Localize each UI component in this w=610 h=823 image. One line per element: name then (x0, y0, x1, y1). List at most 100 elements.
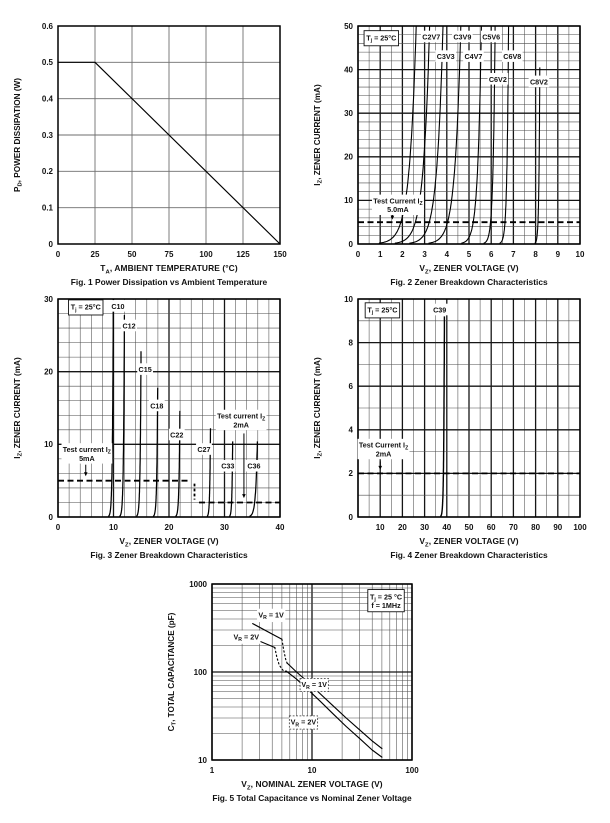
svg-text:2mA: 2mA (233, 420, 249, 429)
svg-text:C12: C12 (122, 321, 135, 330)
svg-text:125: 125 (236, 250, 250, 259)
fig5-plot-canvas: VR = 1V VR = 2V VR = 1V VR = 2V Tj = 25 °Cf … (167, 580, 419, 775)
fig1-power-derating-line (57, 61, 281, 245)
svg-text:3: 3 (422, 250, 427, 259)
svg-text:0: 0 (349, 240, 354, 249)
svg-text:Tj = 25°C: Tj = 25°C (367, 306, 397, 317)
svg-text:5: 5 (467, 250, 472, 259)
svg-text:0.1: 0.1 (42, 203, 54, 212)
fig4-grid (357, 298, 581, 518)
svg-text:100: 100 (405, 766, 419, 775)
fig2-caption: Fig. 2 Zener Breakdown Characteristics (390, 276, 548, 287)
svg-text:6: 6 (349, 382, 354, 391)
svg-text:VR = 1V: VR = 1V (301, 680, 327, 691)
fig5-VR1V-low-segment (252, 623, 283, 640)
svg-text:C18: C18 (150, 401, 163, 410)
svg-text:10: 10 (576, 250, 585, 259)
svg-text:Test current IZ: Test current IZ (217, 412, 265, 423)
svg-text:C3V3: C3V3 (437, 52, 455, 61)
fig3-series (108, 298, 259, 517)
fig3-curve-C27 (206, 428, 212, 517)
svg-text:Tj = 25°C: Tj = 25°C (366, 33, 396, 44)
fig3-zener-breakdown-chart: C10 C12 C15 C18 C22 C27 C33 C36 Tj = 25°C Test cu… (6, 293, 294, 560)
fig3-y-axis-title: IZ, ZENER CURRENT (mA) (13, 357, 24, 459)
fig4-y-axis-title: IZ, ZENER CURRENT (mA) (313, 357, 324, 459)
svg-text:0: 0 (49, 240, 54, 249)
svg-text:Tj = 25°C: Tj = 25°C (71, 303, 101, 314)
fig4-x-axis-title: VZ, ZENER VOLTAGE (V) (419, 536, 519, 549)
svg-text:2: 2 (400, 250, 405, 259)
svg-text:8: 8 (533, 250, 538, 259)
svg-text:Test current IZ: Test current IZ (63, 445, 111, 456)
svg-text:4: 4 (445, 250, 450, 259)
svg-text:100: 100 (194, 668, 208, 677)
svg-text:10: 10 (44, 440, 53, 449)
svg-text:0: 0 (349, 513, 354, 522)
fig5-capacitance-chart: VR = 1V VR = 2V VR = 1V VR = 2V Tj = 25 °C f … (160, 578, 426, 803)
svg-text:20: 20 (398, 523, 407, 532)
svg-text:C10: C10 (111, 302, 124, 311)
fig1-y-axis-title: PD, POWER DISSIPATION (W) (13, 78, 24, 192)
fig1-tick-labels: 0 25 50 75 100 125 150 0 0.1 0.2 0.3 0.4 0.5 0.6 (42, 22, 287, 259)
svg-text:0.2: 0.2 (42, 167, 54, 176)
fig4-annotations (358, 461, 580, 475)
svg-text:0.5: 0.5 (42, 58, 54, 67)
svg-text:VR = 2V: VR = 2V (234, 632, 260, 643)
svg-text:1: 1 (210, 766, 215, 775)
svg-text:5mA: 5mA (79, 454, 95, 463)
svg-text:70: 70 (509, 523, 518, 532)
svg-text:2mA: 2mA (376, 449, 392, 458)
svg-text:2: 2 (349, 469, 354, 478)
svg-text:30: 30 (220, 523, 229, 532)
svg-text:10: 10 (376, 523, 385, 532)
svg-text:0.4: 0.4 (42, 94, 54, 103)
svg-text:30: 30 (44, 295, 53, 304)
fig1-caption: Fig. 1 Power Dissipation vs Ambient Temp… (70, 276, 268, 287)
svg-text:VR = 1V: VR = 1V (258, 611, 284, 622)
svg-text:Test Current IZ: Test Current IZ (359, 441, 408, 452)
svg-text:C22: C22 (170, 430, 183, 439)
fig3-curve-C12 (119, 314, 126, 517)
fig1-series (57, 61, 281, 245)
svg-text:C15: C15 (139, 365, 152, 374)
svg-text:4: 4 (349, 426, 354, 435)
svg-text:80: 80 (531, 523, 540, 532)
svg-text:C6V8: C6V8 (503, 52, 521, 61)
fig2-curve-C3V3 (394, 25, 431, 244)
svg-text:10: 10 (109, 523, 118, 532)
fig3-caption: Fig. 3 Zener Breakdown Characteristics (90, 549, 248, 560)
svg-text:50: 50 (344, 22, 353, 31)
svg-text:50: 50 (465, 523, 474, 532)
svg-text:C33: C33 (221, 462, 234, 471)
fig3-plot-canvas: C10 C12 C15 C18 C22 C27 C33 C36 Tj = 25°C Test cu… (13, 295, 285, 532)
fig5-y-axis-title: CT, TOTAL CAPACITANCE (pF) (167, 612, 178, 731)
svg-text:10: 10 (198, 756, 207, 765)
svg-text:10: 10 (344, 295, 353, 304)
fig1-x-axis-title: TA, AMBIENT TEMPERATURE (°C) (100, 263, 238, 276)
svg-text:40: 40 (276, 523, 285, 532)
fig3-curve-C15 (136, 351, 142, 517)
svg-text:5.0mA: 5.0mA (387, 205, 409, 214)
svg-text:0: 0 (49, 513, 54, 522)
fig2-curve-C2V7 (378, 25, 417, 244)
svg-text:1: 1 (378, 250, 383, 259)
fig3-grid (57, 298, 281, 518)
fig3-curve-C18 (152, 387, 159, 517)
fig3-x-axis-title: VZ, ZENER VOLTAGE (V) (119, 536, 219, 549)
svg-text:10: 10 (308, 766, 317, 775)
svg-text:C27: C27 (197, 445, 210, 454)
svg-text:C5V6: C5V6 (482, 33, 500, 42)
fig5-VR1V-main-curve (287, 662, 383, 750)
svg-text:150: 150 (273, 250, 287, 259)
svg-text:10: 10 (344, 196, 353, 205)
svg-text:90: 90 (553, 523, 562, 532)
fig5-x-axis-title: VZ, NOMINAL ZENER VOLTAGE (V) (241, 779, 383, 792)
svg-text:7: 7 (511, 250, 516, 259)
svg-text:C36: C36 (247, 462, 260, 471)
svg-text:C8V2: C8V2 (530, 77, 548, 86)
fig5-labels: VR = 1V VR = 2V VR = 1V VR = 2V Tj = 25 °Cf … (232, 589, 405, 730)
svg-text:0.3: 0.3 (42, 131, 54, 140)
